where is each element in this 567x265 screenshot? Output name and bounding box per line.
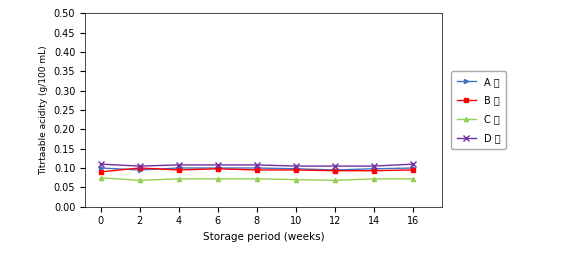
C 볙 (253, 177, 260, 180)
A 볙 (136, 168, 143, 171)
C 볙 (332, 179, 338, 182)
Line: B 볙: B 볙 (99, 166, 415, 174)
B 볙 (175, 168, 182, 171)
X-axis label: Storage period (weeks): Storage period (weeks) (203, 232, 324, 242)
B 볙 (332, 169, 338, 172)
B 볙 (136, 166, 143, 170)
D 볙 (136, 165, 143, 168)
Line: A 볙: A 볙 (99, 166, 415, 172)
D 볙 (409, 162, 416, 166)
Legend: A 볙, B 볙, C 볙, D 볙: A 볙, B 볙, C 볙, D 볙 (451, 71, 506, 149)
A 볙 (214, 166, 221, 170)
C 볙 (371, 177, 378, 180)
D 볙 (332, 165, 338, 168)
Line: D 볙: D 볙 (98, 161, 416, 169)
D 볙 (98, 162, 104, 166)
A 볙 (175, 166, 182, 170)
D 볙 (175, 163, 182, 166)
C 볙 (136, 179, 143, 182)
A 볙 (371, 167, 378, 170)
C 볙 (214, 177, 221, 180)
B 볙 (253, 168, 260, 171)
Line: C 볙: C 볙 (99, 176, 415, 183)
D 볙 (371, 165, 378, 168)
D 볙 (253, 163, 260, 166)
A 볙 (293, 167, 299, 170)
B 볙 (98, 170, 104, 174)
C 볙 (175, 177, 182, 180)
C 볙 (293, 178, 299, 181)
B 볙 (409, 168, 416, 171)
C 볙 (409, 177, 416, 180)
C 볙 (98, 176, 104, 179)
D 볙 (214, 163, 221, 166)
Y-axis label: Titrtaable acidity (g/100 mL): Titrtaable acidity (g/100 mL) (39, 45, 48, 175)
D 볙 (293, 165, 299, 168)
B 볙 (293, 168, 299, 171)
A 볙 (98, 166, 104, 170)
A 볙 (332, 168, 338, 171)
B 볙 (214, 167, 221, 170)
A 볙 (253, 166, 260, 170)
A 볙 (409, 166, 416, 170)
B 볙 (371, 169, 378, 172)
